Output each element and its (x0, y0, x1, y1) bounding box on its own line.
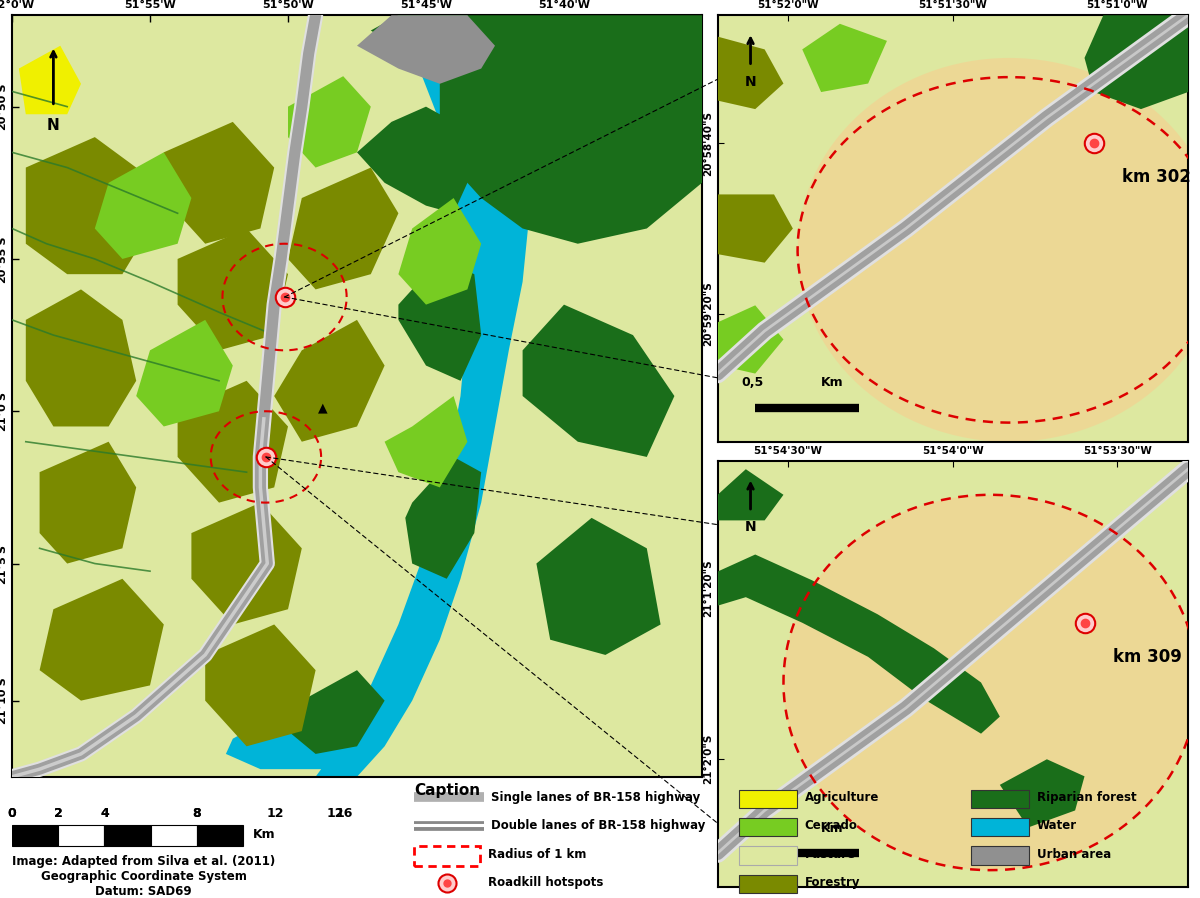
Text: Radius of 1 km: Radius of 1 km (487, 848, 586, 860)
Text: Caption: Caption (414, 783, 480, 798)
Text: Single lanes of BR-158 highway: Single lanes of BR-158 highway (492, 791, 701, 804)
Polygon shape (163, 122, 274, 243)
Polygon shape (205, 624, 316, 746)
Polygon shape (26, 137, 150, 274)
Text: 4: 4 (100, 807, 109, 821)
Polygon shape (1085, 15, 1188, 110)
Text: Water: Water (1037, 819, 1078, 832)
Text: Cerrado: Cerrado (805, 819, 858, 832)
Text: Double lanes of BR-158 highway: Double lanes of BR-158 highway (492, 819, 706, 832)
Bar (739, 875, 797, 894)
Polygon shape (288, 670, 385, 754)
Polygon shape (288, 168, 398, 289)
Polygon shape (316, 15, 529, 777)
Bar (12, 824, 58, 846)
Polygon shape (1000, 760, 1085, 828)
Text: 8: 8 (192, 807, 202, 821)
Text: Roadkill hotspots: Roadkill hotspots (487, 876, 602, 889)
Polygon shape (178, 228, 288, 350)
Polygon shape (718, 194, 793, 262)
Text: N: N (47, 118, 60, 133)
Polygon shape (288, 76, 371, 168)
Text: Forestry: Forestry (805, 876, 860, 889)
Text: 2: 2 (54, 807, 62, 821)
Text: 0,5: 0,5 (742, 376, 763, 390)
Text: Km: Km (253, 828, 276, 841)
Polygon shape (718, 470, 784, 521)
Bar (150, 824, 197, 846)
Text: 16: 16 (336, 807, 353, 821)
Polygon shape (398, 259, 481, 381)
Polygon shape (358, 15, 496, 84)
Bar (971, 818, 1030, 836)
Polygon shape (95, 153, 192, 259)
Text: Urban area: Urban area (1037, 848, 1111, 860)
Text: ▲: ▲ (318, 401, 328, 414)
Text: Agriculture: Agriculture (805, 791, 880, 804)
Polygon shape (523, 304, 674, 457)
Polygon shape (440, 15, 702, 243)
Polygon shape (226, 716, 343, 770)
Polygon shape (385, 396, 468, 488)
Polygon shape (406, 457, 481, 579)
Text: 8: 8 (192, 807, 202, 821)
Text: 12: 12 (326, 807, 344, 821)
Polygon shape (718, 305, 784, 374)
Text: 12: 12 (266, 807, 284, 821)
Polygon shape (26, 289, 137, 427)
Polygon shape (803, 24, 887, 92)
Text: N: N (745, 75, 756, 89)
Bar (197, 824, 242, 846)
Text: 0: 0 (7, 807, 17, 821)
Text: km 309: km 309 (1112, 647, 1182, 666)
Text: 4: 4 (100, 807, 109, 821)
Text: N: N (745, 521, 756, 534)
Text: Pasture: Pasture (805, 848, 856, 860)
Bar (739, 818, 797, 836)
Text: 0: 0 (7, 807, 17, 821)
Polygon shape (718, 555, 1000, 734)
Text: Riparian forest: Riparian forest (1037, 791, 1136, 804)
Circle shape (798, 57, 1200, 442)
Circle shape (784, 495, 1198, 870)
Polygon shape (358, 107, 474, 213)
Polygon shape (398, 198, 481, 304)
Text: Km: Km (821, 376, 844, 390)
Polygon shape (274, 320, 385, 442)
Text: 0,5: 0,5 (742, 822, 763, 835)
Polygon shape (178, 381, 288, 503)
Polygon shape (192, 503, 302, 624)
Text: km 302: km 302 (1122, 168, 1192, 187)
Polygon shape (371, 15, 496, 76)
Polygon shape (718, 37, 784, 110)
Polygon shape (137, 320, 233, 427)
Bar (739, 847, 797, 865)
Text: Image: Adapted from Silva et al. (2011)
Geographic Coordinate System
Datum: SAD6: Image: Adapted from Silva et al. (2011) … (12, 855, 275, 898)
Bar (971, 847, 1030, 865)
Text: 2: 2 (54, 807, 62, 821)
Text: Km: Km (821, 822, 844, 835)
Bar (104, 824, 150, 846)
Bar (739, 789, 797, 808)
Polygon shape (40, 442, 137, 564)
Bar (58, 824, 104, 846)
Polygon shape (536, 518, 661, 655)
Bar (971, 789, 1030, 808)
Polygon shape (40, 579, 163, 700)
Polygon shape (19, 46, 82, 114)
